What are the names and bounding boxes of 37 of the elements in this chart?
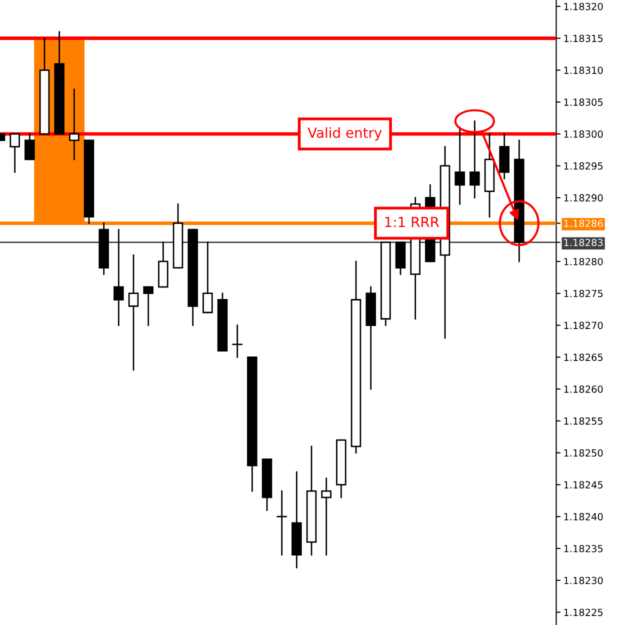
y-tick-label: 1.18295 [564, 162, 603, 170]
y-tick-label: 1.18286 [564, 220, 603, 228]
candlestick [306, 446, 317, 556]
y-tick-label: 1.18235 [564, 544, 603, 552]
candlestick [366, 286, 376, 390]
y-tick-label: 1.18300 [564, 130, 603, 138]
ref-line-label: 1:1 RRR [385, 216, 440, 228]
candlestick [470, 120, 480, 198]
candlestick [499, 133, 510, 180]
y-tick-label: 1.18290 [564, 194, 603, 202]
y-tick-label: 1.18305 [564, 98, 603, 106]
y-tick-label: 1.18280 [564, 258, 603, 266]
y-tick-label: 1.18225 [564, 608, 603, 616]
y-tick-label: 1.18245 [564, 481, 603, 489]
candlestick [232, 324, 242, 358]
candlestick [128, 254, 139, 371]
y-tick-label: 1.18320 [564, 2, 603, 10]
candlestick [292, 471, 302, 568]
y-tick-label: 1.18283 [564, 238, 603, 246]
y-tick-label: 1.18315 [564, 34, 603, 42]
y-tick-label: 1.18230 [564, 576, 603, 584]
y-tick-label: 1.18260 [564, 386, 603, 393]
candlestick [69, 88, 80, 160]
ref-line-label: Valid entry [308, 127, 382, 141]
candlestick [276, 490, 287, 556]
y-tick-label: 1.18250 [564, 449, 603, 457]
candlestick [514, 140, 524, 262]
y-tick-label: 1.18270 [564, 322, 603, 330]
candlestick [321, 478, 332, 556]
candlestick [114, 228, 124, 326]
y-tick-label: 1.18265 [564, 354, 603, 361]
y-tick-label: 1.18310 [564, 66, 603, 74]
candlestick [98, 222, 109, 275]
candlestick [454, 126, 465, 205]
y-tick-label: 1.18255 [564, 417, 603, 425]
y-tick-label: 1.18275 [564, 290, 603, 298]
y-tick-label: 1.18240 [564, 513, 603, 520]
